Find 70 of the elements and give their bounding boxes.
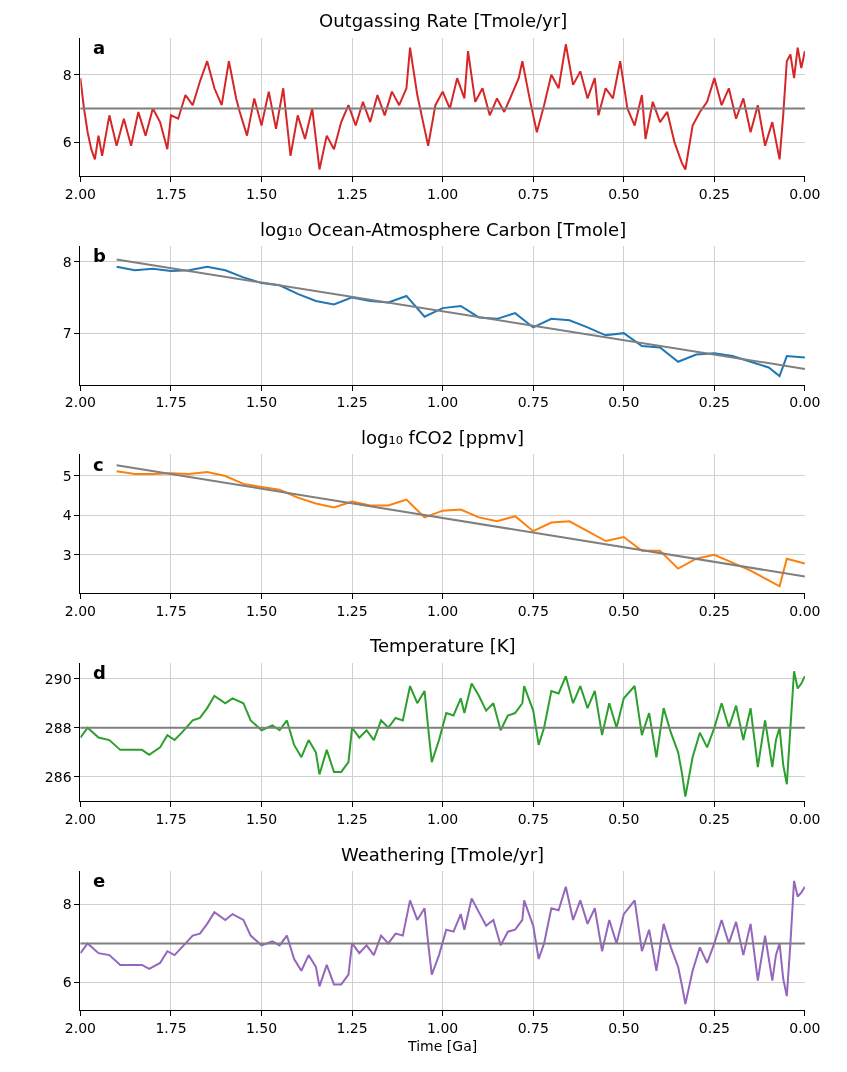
x-axis-title: Time [Ga] [407,1037,478,1054]
annotation: a [93,37,106,58]
x-tick-label: 1.50 [245,186,278,203]
annotation: e [93,870,106,891]
x-tick-label: 1.00 [427,602,459,619]
y-tick-label: 6 [62,134,72,151]
x-tick-label: 0.25 [698,186,730,203]
x-tick-label: 1.00 [427,186,459,203]
y-tick-label: 4 [62,507,72,524]
y-tick-label: 286 [44,768,72,785]
x-tick-label: 0.00 [789,602,821,619]
y-tick-label: 8 [62,66,72,83]
chart-title: log₁₀ fCO2 [ppmv] [361,427,524,448]
x-tick-label: 0.75 [517,1019,549,1036]
x-tick-label: 1.50 [245,602,278,619]
x-tick-label: 0.75 [517,602,549,619]
chart-title: Weathering [Tmole/yr] [341,844,545,865]
y-tick-label: 288 [44,719,72,736]
x-tick-label: 0.50 [608,394,640,411]
x-tick-label: 1.75 [155,602,187,619]
y-tick-label: 5 [62,467,72,484]
x-tick-label: 0.50 [608,602,640,619]
annotation: c [93,454,104,475]
x-tick-label: 0.75 [517,394,549,411]
y-tick-label: 6 [62,974,72,991]
x-tick-label: 0.50 [608,811,640,828]
x-tick-label: 1.50 [245,1019,278,1036]
x-tick-label: 0.25 [698,394,730,411]
x-tick-label: 1.75 [155,186,187,203]
x-tick-label: 1.25 [336,602,368,619]
x-tick-label: 0.25 [698,602,730,619]
y-tick-label: 3 [62,546,72,563]
x-tick-label: 2.00 [64,186,96,203]
x-tick-label: 1.00 [427,1019,459,1036]
x-tick-label: 0.50 [608,1019,640,1036]
y-tick-label: 8 [62,253,72,270]
x-tick-label: 1.25 [336,811,368,828]
x-tick-label: 1.25 [336,186,368,203]
x-tick-label: 1.00 [427,394,459,411]
x-tick-label: 0.75 [517,186,549,203]
x-tick-label: 1.75 [155,1019,187,1036]
annotation: b [93,245,106,266]
x-tick-label: 1.00 [427,811,459,828]
x-tick-label: 0.00 [789,394,821,411]
x-tick-label: 1.75 [155,394,187,411]
x-tick-label: 1.25 [336,1019,368,1036]
x-tick-label: 1.75 [155,811,187,828]
x-tick-label: 2.00 [64,1019,96,1036]
x-tick-label: 0.00 [789,186,821,203]
x-tick-label: 0.25 [698,1019,730,1036]
annotation: d [93,662,106,683]
chart-title: log₁₀ Ocean-Atmosphere Carbon [Tmole] [260,219,627,240]
x-tick-label: 0.75 [517,811,549,828]
x-tick-label: 1.50 [245,394,278,411]
y-tick-label: 290 [44,670,72,687]
x-tick-label: 2.00 [64,394,96,411]
y-tick-label: 7 [62,325,72,342]
chart-title: Outgassing Rate [Tmole/yr] [319,10,568,31]
x-tick-label: 1.50 [245,811,278,828]
x-tick-label: 2.00 [64,811,96,828]
x-tick-label: 0.50 [608,186,640,203]
x-tick-label: 0.00 [789,811,821,828]
x-tick-label: 2.00 [64,602,96,619]
x-tick-label: 0.25 [698,811,730,828]
chart-title: Temperature [K] [369,635,516,656]
line-series [80,879,805,1005]
line-series [80,43,805,171]
x-tick-label: 1.25 [336,394,368,411]
y-tick-label: 8 [62,896,72,913]
x-tick-label: 0.00 [789,1019,821,1036]
